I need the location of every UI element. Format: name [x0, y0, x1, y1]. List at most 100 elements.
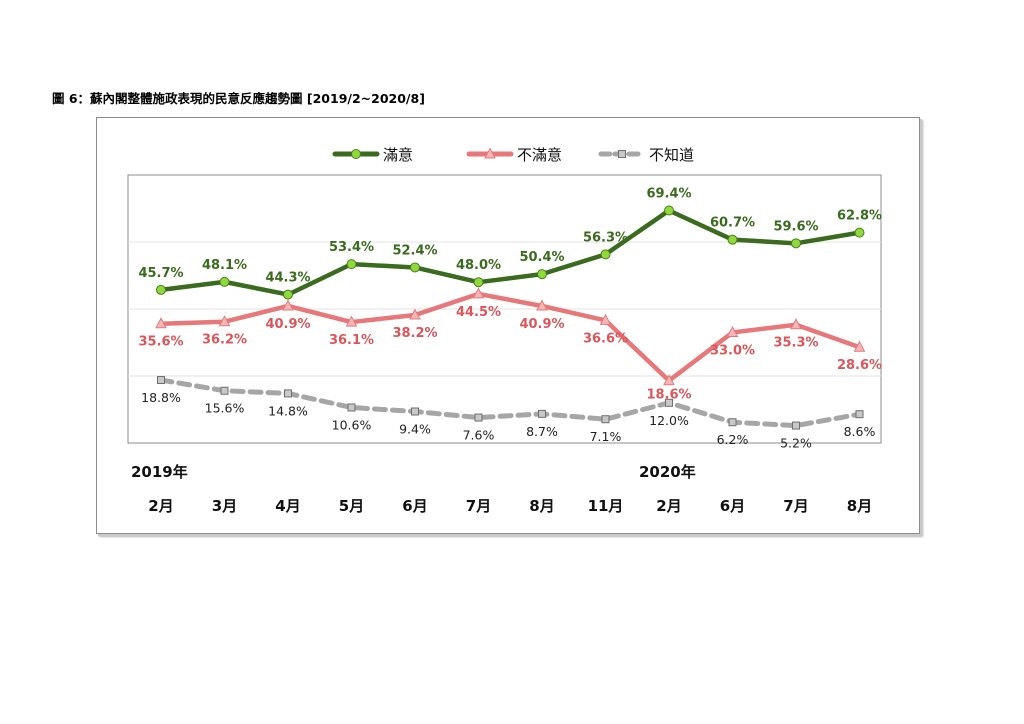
data-point: [218, 315, 231, 327]
data-point: [220, 386, 229, 395]
data-label: 45.7%: [138, 266, 183, 281]
data-point: [345, 315, 358, 327]
data-label: 48.0%: [456, 258, 501, 273]
legend-label: 不滿意: [517, 146, 562, 164]
data-point: [284, 389, 292, 398]
data-label: 9.4%: [399, 422, 431, 437]
data-point: [536, 299, 548, 311]
legend-label: 不知道: [649, 146, 694, 164]
data-point: [601, 415, 610, 424]
line-chart: 滿意 不滿意 不知道 45.7% 48.1% 44.3% 53.4% 52.4% 48.0% 5…: [127, 146, 882, 515]
data-point: [473, 277, 484, 288]
data-label: 35.6%: [138, 335, 183, 350]
x-axis: 2月 3月 4月 5月 6月 7月 8月 11月 2月 6月 7月 8月 2019年 2020年: [131, 463, 872, 515]
data-point: [854, 227, 865, 238]
data-label: 18.6%: [646, 388, 691, 403]
x-tick-label: 11月: [588, 497, 624, 515]
x-tick-label: 6月: [402, 497, 427, 515]
data-label: 60.7%: [710, 216, 755, 231]
series-line-0: [158, 208, 862, 297]
data-label: 8.6%: [844, 424, 876, 439]
data-label: 48.1%: [202, 258, 247, 273]
data-point: [157, 376, 165, 385]
data-point: [283, 289, 293, 300]
data-point: [664, 205, 674, 216]
data-label: 44.5%: [456, 305, 501, 320]
data-point: [156, 284, 166, 295]
data-point: [409, 308, 421, 320]
data-label: 5.2%: [780, 436, 812, 451]
data-label: 18.8%: [141, 390, 181, 405]
data-label: 40.9%: [265, 317, 310, 332]
data-point: [538, 409, 546, 418]
series-line-1: [158, 291, 862, 383]
year-label: 2020年: [639, 463, 696, 481]
x-tick-label: 8月: [529, 497, 554, 515]
x-tick-label: 2月: [148, 497, 173, 515]
chart-frame: 滿意 不滿意 不知道 45.7% 48.1% 44.3% 53.4% 52.4% 48.0% 5…: [96, 117, 920, 534]
legend-marker: [618, 150, 626, 158]
data-point: [791, 238, 801, 249]
data-point: [219, 276, 230, 287]
x-tick-label: 8月: [847, 497, 872, 515]
data-label: 12.0%: [649, 413, 689, 428]
data-label: 7.1%: [590, 429, 622, 444]
data-label: 15.6%: [205, 401, 245, 416]
data-point: [410, 262, 420, 273]
data-point: [792, 421, 800, 430]
figure-title: 圖 6：蘇內閣整體施政表現的民意反應趨勢圖 [2019/2~2020/8]: [52, 91, 425, 106]
data-label: 14.8%: [268, 403, 308, 418]
data-point: [155, 317, 167, 329]
legend-marker: [484, 147, 496, 159]
legend-marker: [351, 149, 361, 159]
data-point: [537, 269, 547, 280]
x-tick-label: 7月: [466, 497, 491, 515]
legend-label: 滿意: [383, 146, 413, 164]
year-label: 2019年: [131, 463, 188, 481]
data-label: 56.3%: [583, 230, 628, 245]
data-label: 33.0%: [710, 343, 755, 358]
x-tick-label: 7月: [783, 497, 808, 515]
data-label: 59.6%: [773, 219, 818, 234]
data-point: [600, 249, 611, 260]
data-label: 8.7%: [526, 424, 558, 439]
series-group: [155, 205, 866, 430]
data-label: 40.9%: [519, 317, 564, 332]
data-labels: 45.7% 48.1% 44.3% 53.4% 52.4% 48.0% 50.4% 56.3%…: [138, 187, 882, 451]
data-label: 7.6%: [463, 428, 495, 443]
data-label: 44.3%: [265, 271, 310, 286]
data-point: [853, 340, 866, 352]
data-point: [347, 403, 356, 412]
x-tick-label: 6月: [720, 497, 745, 515]
chart-legend: 滿意 不滿意 不知道: [332, 146, 694, 164]
x-tick-label: 5月: [339, 497, 364, 515]
data-point: [663, 374, 675, 386]
data-point: [855, 410, 864, 419]
data-point: [474, 413, 483, 422]
data-label: 35.3%: [773, 336, 818, 351]
data-label: 50.4%: [519, 250, 564, 265]
data-label: 36.2%: [202, 333, 247, 348]
data-point: [346, 259, 357, 270]
data-point: [282, 299, 294, 311]
data-label: 69.4%: [646, 187, 691, 202]
data-point: [790, 318, 802, 330]
data-label: 6.2%: [717, 432, 749, 447]
series-line-2: [158, 377, 862, 429]
data-point: [665, 398, 673, 407]
x-tick-label: 2月: [656, 497, 681, 515]
data-point: [599, 313, 612, 325]
data-label: 53.4%: [329, 240, 374, 255]
data-label: 62.8%: [837, 209, 882, 224]
data-label: 28.6%: [837, 358, 882, 373]
data-point: [472, 287, 485, 299]
data-point: [727, 234, 738, 245]
data-point: [728, 418, 737, 427]
data-label: 36.6%: [583, 331, 628, 346]
data-point: [411, 407, 419, 416]
data-label: 36.1%: [329, 333, 374, 348]
data-point: [726, 325, 739, 337]
x-tick-label: 3月: [212, 497, 237, 515]
x-tick-label: 4月: [275, 497, 300, 515]
data-label: 38.2%: [392, 326, 437, 341]
